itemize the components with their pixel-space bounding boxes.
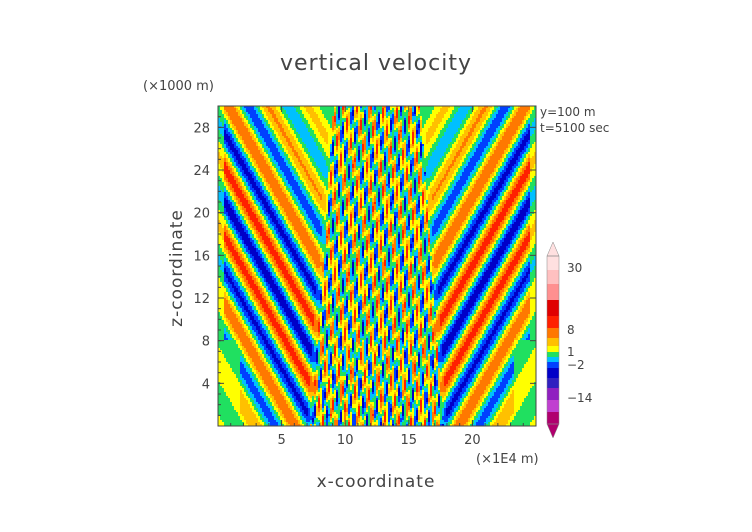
annotation-t: t=5100 sec bbox=[540, 121, 609, 135]
heatmap-image bbox=[218, 106, 536, 426]
y-axis: 4 8 12 16 20 24 28 bbox=[193, 116, 536, 416]
colorbar-band bbox=[547, 300, 559, 316]
y-unit-label: (×1000 m) bbox=[143, 79, 214, 94]
x-tick-label: 10 bbox=[337, 433, 354, 448]
y-tick-label: 20 bbox=[193, 207, 210, 222]
colorbar-frame bbox=[546, 255, 560, 425]
colorbar-band bbox=[547, 357, 559, 362]
colorbar-arrow-bottom bbox=[546, 423, 560, 439]
colorbar-band bbox=[547, 338, 559, 346]
y-tick-label: 16 bbox=[193, 249, 210, 264]
x-tick-label: 5 bbox=[277, 433, 285, 448]
y-tick-label: 28 bbox=[193, 121, 210, 136]
colorbar: 30 8 1−2 −14 bbox=[546, 241, 592, 439]
colorbar-band bbox=[547, 270, 559, 284]
x-tick-label: 15 bbox=[401, 433, 418, 448]
x-axis: 5 10 15 20 bbox=[230, 106, 524, 448]
colorbar-tick-label: −2 bbox=[567, 358, 585, 372]
colorbar-band bbox=[547, 352, 559, 357]
colorbar-arrow-top bbox=[546, 241, 560, 257]
x-unit-label: (×1E4 m) bbox=[476, 452, 539, 467]
colorbar-band bbox=[547, 362, 559, 368]
chart-title: vertical velocity bbox=[280, 51, 472, 76]
y-tick-label: 24 bbox=[193, 164, 210, 179]
y-tick-label: 8 bbox=[202, 335, 210, 350]
colorbar-tick-label: −14 bbox=[567, 391, 592, 405]
colorbar-tick-label: 30 bbox=[567, 261, 582, 275]
colorbar-tick-label: 1 bbox=[567, 345, 575, 359]
colorbar-band bbox=[547, 328, 559, 338]
colorbar-band bbox=[547, 368, 559, 378]
y-tick-label: 12 bbox=[193, 292, 210, 307]
colorbar-band bbox=[547, 346, 559, 352]
colorbar-band bbox=[547, 412, 559, 424]
y-axis-label: z-coordinate bbox=[167, 209, 187, 327]
x-axis-label: x-coordinate bbox=[317, 472, 436, 492]
colorbar-band bbox=[547, 316, 559, 328]
heatmap-field bbox=[218, 106, 536, 426]
colorbar-tick-label: 8 bbox=[567, 323, 575, 337]
colorbar-band bbox=[547, 284, 559, 300]
y-tick-label: 4 bbox=[202, 377, 210, 392]
colorbar-band bbox=[547, 388, 559, 400]
colorbar-band bbox=[547, 256, 559, 270]
x-tick-label: 20 bbox=[464, 433, 481, 448]
colorbar-band bbox=[547, 378, 559, 388]
annotation-y: y=100 m bbox=[540, 105, 596, 119]
colorbar-band bbox=[547, 400, 559, 412]
